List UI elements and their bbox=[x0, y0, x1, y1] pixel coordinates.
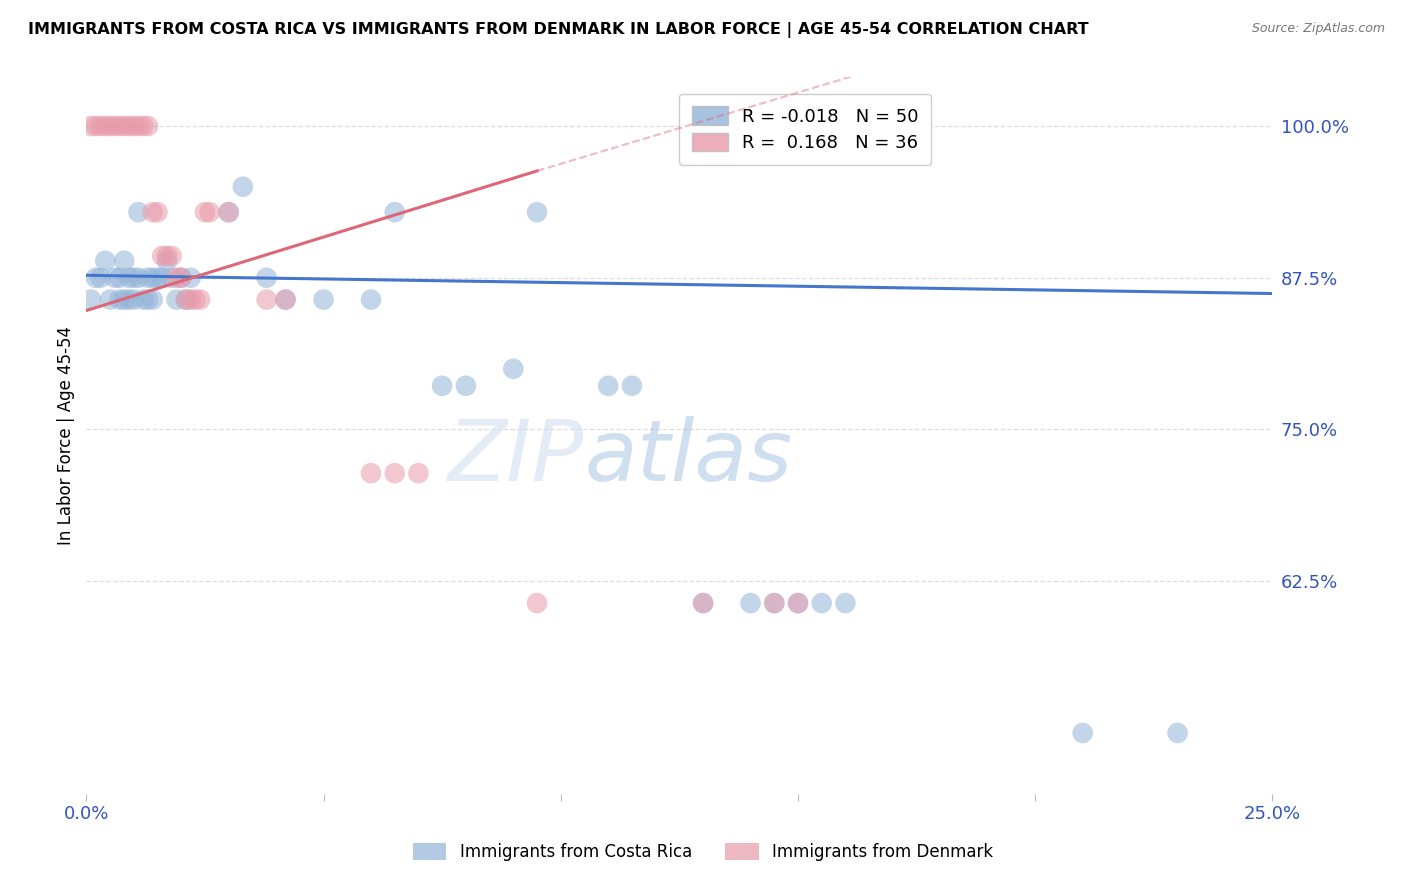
Legend: Immigrants from Costa Rica, Immigrants from Denmark: Immigrants from Costa Rica, Immigrants f… bbox=[399, 830, 1007, 875]
Point bbox=[80, 293, 103, 307]
Point bbox=[146, 205, 169, 219]
Point bbox=[787, 596, 810, 610]
Point bbox=[218, 205, 240, 219]
Point bbox=[80, 119, 103, 133]
Point bbox=[274, 293, 297, 307]
Text: IMMIGRANTS FROM COSTA RICA VS IMMIGRANTS FROM DENMARK IN LABOR FORCE | AGE 45-54: IMMIGRANTS FROM COSTA RICA VS IMMIGRANTS… bbox=[28, 22, 1088, 38]
Point bbox=[160, 270, 183, 285]
Point bbox=[620, 378, 643, 392]
Point bbox=[256, 293, 278, 307]
Point bbox=[834, 596, 856, 610]
Point bbox=[218, 205, 240, 219]
Point bbox=[127, 270, 149, 285]
Point bbox=[118, 119, 141, 133]
Point bbox=[384, 466, 406, 480]
Point bbox=[763, 596, 786, 610]
Point bbox=[84, 119, 107, 133]
Point bbox=[118, 270, 141, 285]
Point bbox=[98, 293, 121, 307]
Point bbox=[232, 179, 254, 194]
Point bbox=[112, 253, 135, 268]
Point bbox=[502, 361, 524, 376]
Point bbox=[360, 293, 382, 307]
Point bbox=[142, 293, 165, 307]
Point bbox=[142, 270, 165, 285]
Point bbox=[98, 119, 121, 133]
Point bbox=[692, 596, 714, 610]
Point bbox=[174, 293, 197, 307]
Text: ZIP: ZIP bbox=[449, 416, 585, 499]
Point bbox=[1167, 726, 1189, 740]
Point bbox=[165, 270, 187, 285]
Y-axis label: In Labor Force | Age 45-54: In Labor Force | Age 45-54 bbox=[58, 326, 75, 545]
Point bbox=[127, 205, 149, 219]
Point bbox=[184, 293, 207, 307]
Point bbox=[598, 378, 620, 392]
Point bbox=[360, 466, 382, 480]
Point bbox=[810, 596, 832, 610]
Point bbox=[198, 205, 221, 219]
Point bbox=[108, 293, 131, 307]
Point bbox=[142, 205, 165, 219]
Point bbox=[89, 119, 111, 133]
Point bbox=[132, 119, 155, 133]
Point bbox=[146, 270, 169, 285]
Legend: R = -0.018   N = 50, R =  0.168   N = 36: R = -0.018 N = 50, R = 0.168 N = 36 bbox=[679, 94, 931, 165]
Point bbox=[122, 270, 145, 285]
Point bbox=[150, 270, 173, 285]
Point bbox=[136, 270, 159, 285]
Text: atlas: atlas bbox=[585, 416, 793, 499]
Point bbox=[188, 293, 211, 307]
Point bbox=[692, 596, 714, 610]
Point bbox=[180, 293, 202, 307]
Point bbox=[89, 270, 111, 285]
Point bbox=[180, 270, 202, 285]
Point bbox=[194, 205, 217, 219]
Point bbox=[112, 293, 135, 307]
Point bbox=[104, 119, 127, 133]
Point bbox=[1071, 726, 1094, 740]
Point bbox=[112, 119, 135, 133]
Point bbox=[740, 596, 762, 610]
Point bbox=[312, 293, 335, 307]
Point bbox=[84, 270, 107, 285]
Point bbox=[108, 270, 131, 285]
Point bbox=[136, 293, 159, 307]
Point bbox=[104, 270, 127, 285]
Point bbox=[763, 596, 786, 610]
Point bbox=[787, 596, 810, 610]
Point bbox=[408, 466, 430, 480]
Point bbox=[384, 205, 406, 219]
Point bbox=[274, 293, 297, 307]
Point bbox=[156, 249, 179, 263]
Point bbox=[94, 119, 117, 133]
Point bbox=[150, 249, 173, 263]
Point bbox=[174, 293, 197, 307]
Point bbox=[118, 293, 141, 307]
Point bbox=[156, 253, 179, 268]
Point bbox=[526, 596, 548, 610]
Point bbox=[526, 205, 548, 219]
Point bbox=[170, 270, 193, 285]
Point bbox=[132, 293, 155, 307]
Point bbox=[108, 119, 131, 133]
Point bbox=[127, 119, 149, 133]
Text: Source: ZipAtlas.com: Source: ZipAtlas.com bbox=[1251, 22, 1385, 36]
Point bbox=[165, 293, 187, 307]
Point bbox=[136, 119, 159, 133]
Point bbox=[122, 119, 145, 133]
Point bbox=[160, 249, 183, 263]
Point bbox=[122, 293, 145, 307]
Point bbox=[454, 378, 477, 392]
Point bbox=[256, 270, 278, 285]
Point bbox=[430, 378, 453, 392]
Point bbox=[94, 253, 117, 268]
Point bbox=[170, 270, 193, 285]
